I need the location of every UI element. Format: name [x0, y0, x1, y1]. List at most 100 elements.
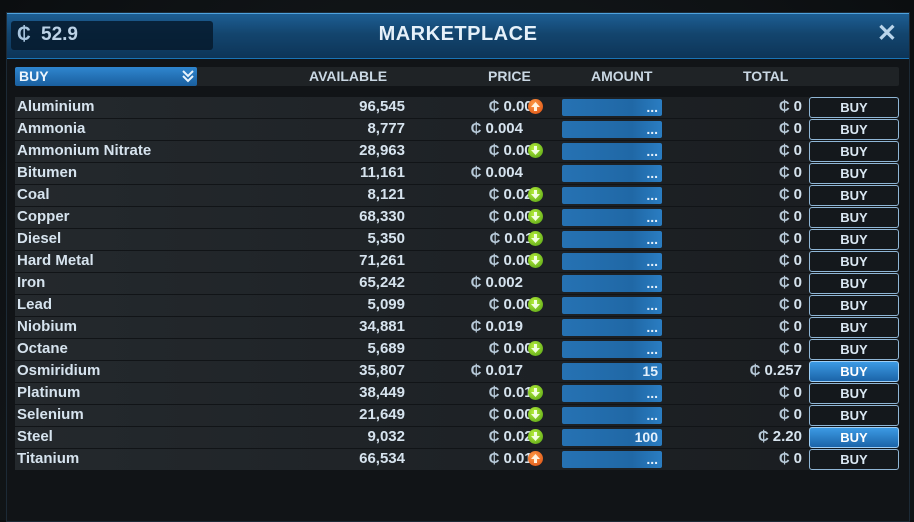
total-cost: ₵ 0: [779, 120, 802, 137]
buy-button[interactable]: BUY: [809, 163, 899, 184]
amount-input[interactable]: ...: [562, 187, 662, 204]
amount-input[interactable]: ...: [562, 99, 662, 116]
trend-indicator: [525, 385, 543, 403]
trend-indicator: [525, 451, 543, 469]
amount-input[interactable]: ...: [562, 451, 662, 468]
total-cost: ₵ 0: [779, 450, 802, 467]
available-quantity: 65,242: [359, 274, 405, 291]
double-chevron-down-icon: [182, 70, 194, 83]
amount-value: 15: [642, 363, 658, 379]
mode-dropdown[interactable]: BUY: [15, 67, 197, 86]
amount-input[interactable]: ...: [562, 253, 662, 270]
total-cost: ₵ 0: [779, 296, 802, 313]
trend-indicator: [525, 209, 543, 227]
currency-icon: ₵: [778, 318, 790, 335]
amount-input[interactable]: ...: [562, 319, 662, 336]
commodity-name: Steel: [17, 428, 53, 445]
available-quantity: 5,689: [367, 340, 405, 357]
table-row: Octane 5,689 ₵ 0.009... ₵ 0 BUY: [15, 339, 899, 360]
amount-input[interactable]: ...: [562, 407, 662, 424]
price-down-icon: [528, 341, 543, 356]
total-cost: ₵ 0: [779, 186, 802, 203]
close-icon[interactable]: ✕: [876, 20, 897, 47]
available-quantity: 96,545: [359, 98, 405, 115]
total-value: 0: [793, 318, 802, 335]
column-header-available: AVAILABLE: [309, 68, 388, 84]
total-cost: ₵ 0.257: [750, 362, 802, 379]
price-down-icon: [528, 209, 543, 224]
table-row: Ammonia 8,777 ₵ 0.004... ₵ 0 BUY: [15, 119, 899, 140]
unit-price: ₵ 0.017: [471, 362, 523, 379]
total-value: 0: [793, 296, 802, 313]
buy-button[interactable]: BUY: [809, 295, 899, 316]
commodity-name: Lead: [17, 296, 53, 313]
commodity-name: Aluminium: [17, 98, 95, 115]
amount-input[interactable]: 100: [562, 429, 662, 446]
total-value: 0: [793, 230, 802, 247]
price-down-icon: [528, 253, 543, 268]
amount-value: ...: [646, 99, 658, 115]
amount-input[interactable]: ...: [562, 341, 662, 358]
total-value: 0: [793, 164, 802, 181]
total-value: 0: [793, 208, 802, 225]
amount-input[interactable]: ...: [562, 297, 662, 314]
commodity-name: Bitumen: [17, 164, 77, 181]
price-value: 0.004: [485, 120, 523, 137]
currency-icon: ₵: [778, 120, 790, 137]
commodity-name: Titanium: [17, 450, 80, 467]
total-cost: ₵ 0: [779, 318, 802, 335]
column-header-price: PRICE: [488, 68, 531, 84]
available-quantity: 8,121: [367, 186, 405, 203]
available-quantity: 71,261: [359, 252, 405, 269]
amount-input[interactable]: ...: [562, 231, 662, 248]
buy-button[interactable]: BUY: [809, 449, 899, 470]
currency-icon: ₵: [778, 450, 790, 467]
total-cost: ₵ 0: [779, 384, 802, 401]
buy-button[interactable]: BUY: [809, 251, 899, 272]
commodity-name: Octane: [17, 340, 68, 357]
buy-button[interactable]: BUY: [809, 273, 899, 294]
amount-input[interactable]: ...: [562, 275, 662, 292]
table-row: Platinum 38,449 ₵ 0.016... ₵ 0 BUY: [15, 383, 899, 404]
buy-button[interactable]: BUY: [809, 405, 899, 426]
amount-input[interactable]: ...: [562, 165, 662, 182]
trend-indicator: [525, 231, 543, 249]
price-down-icon: [528, 187, 543, 202]
amount-input[interactable]: 15: [562, 363, 662, 380]
total-cost: ₵ 2.20: [758, 428, 802, 445]
buy-button[interactable]: BUY: [809, 383, 899, 404]
amount-value: ...: [646, 121, 658, 137]
trend-indicator: [525, 143, 543, 161]
amount-value: ...: [646, 407, 658, 423]
currency-icon: ₵: [470, 164, 482, 181]
amount-input[interactable]: ...: [562, 143, 662, 160]
amount-input[interactable]: ...: [562, 209, 662, 226]
trend-indicator: [525, 99, 543, 117]
table-row: Steel 9,032 ₵ 0.022 100 ₵ 2.20 BUY: [15, 427, 899, 448]
amount-input[interactable]: ...: [562, 121, 662, 138]
buy-button[interactable]: BUY: [809, 207, 899, 228]
trend-indicator: [525, 187, 543, 205]
buy-button[interactable]: BUY: [809, 339, 899, 360]
buy-button[interactable]: BUY: [809, 119, 899, 140]
commodity-name: Copper: [17, 208, 70, 225]
buy-button[interactable]: BUY: [809, 427, 899, 448]
commodity-name: Iron: [17, 274, 46, 291]
amount-value: ...: [646, 231, 658, 247]
title-bar: ₵ 52.9 MARKETPLACE ✕: [7, 13, 909, 59]
amount-input[interactable]: ...: [562, 385, 662, 402]
commodity-name: Diesel: [17, 230, 62, 247]
table-row: Aluminium 96,545 ₵ 0.002... ₵ 0 BUY: [15, 97, 899, 118]
buy-button[interactable]: BUY: [809, 229, 899, 250]
available-quantity: 68,330: [359, 208, 405, 225]
commodity-name: Osmiridium: [17, 362, 101, 379]
currency-icon: ₵: [778, 208, 790, 225]
buy-button[interactable]: BUY: [809, 185, 899, 206]
buy-button[interactable]: BUY: [809, 317, 899, 338]
trend-indicator: [525, 429, 543, 447]
table-row: Coal 8,121 ₵ 0.020... ₵ 0 BUY: [15, 185, 899, 206]
price-up-icon: [528, 451, 543, 466]
buy-button[interactable]: BUY: [809, 141, 899, 162]
buy-button[interactable]: BUY: [809, 361, 899, 382]
buy-button[interactable]: BUY: [809, 97, 899, 118]
